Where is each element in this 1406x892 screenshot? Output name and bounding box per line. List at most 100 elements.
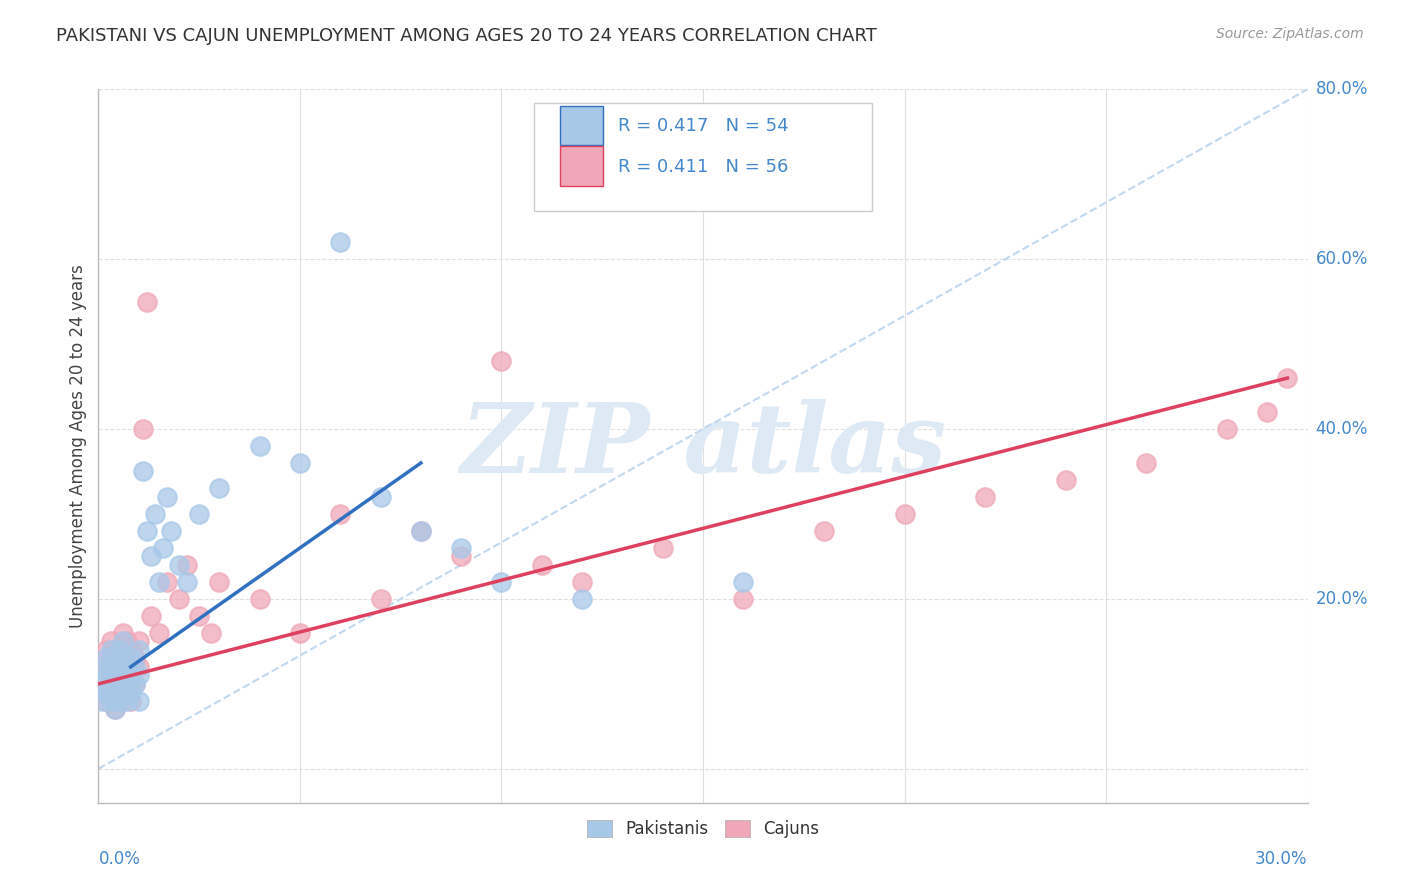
Point [100, 634, 122, 648]
Point [107, 694, 129, 708]
Point [91, 660, 114, 674]
FancyBboxPatch shape [534, 103, 872, 211]
Point [111, 651, 134, 665]
Point [135, 294, 157, 309]
Point [176, 558, 198, 572]
Point [1277, 371, 1299, 385]
Point [128, 660, 150, 674]
Point [96, 651, 118, 665]
Point [571, 574, 593, 589]
Point [329, 235, 352, 249]
Point [111, 677, 134, 691]
FancyBboxPatch shape [561, 105, 603, 145]
Point [491, 574, 513, 589]
Point [450, 549, 472, 564]
Point [128, 668, 150, 682]
Point [1054, 473, 1077, 487]
Point [200, 626, 222, 640]
Point [103, 651, 125, 665]
Point [111, 626, 134, 640]
Point [107, 677, 129, 691]
Point [128, 643, 150, 657]
Point [409, 524, 432, 538]
FancyBboxPatch shape [561, 146, 603, 186]
Point [124, 651, 146, 665]
Point [96, 668, 118, 682]
Point [893, 507, 915, 521]
Point [100, 685, 122, 699]
Point [128, 634, 150, 648]
Point [530, 558, 553, 572]
Point [409, 524, 432, 538]
Point [120, 651, 142, 665]
Point [329, 507, 352, 521]
Text: ZIP atlas: ZIP atlas [460, 399, 946, 493]
Point [249, 439, 271, 453]
Point [100, 643, 122, 657]
Point [91, 694, 114, 708]
Point [103, 685, 125, 699]
Text: 0.0%: 0.0% [98, 849, 141, 868]
Text: 60.0%: 60.0% [1316, 250, 1368, 268]
Point [571, 591, 593, 606]
Point [1256, 405, 1278, 419]
Point [100, 677, 122, 691]
Point [1135, 456, 1157, 470]
Point [148, 626, 170, 640]
Point [96, 668, 118, 682]
Point [208, 574, 231, 589]
Point [188, 507, 211, 521]
Point [124, 660, 146, 674]
Point [249, 591, 271, 606]
Point [115, 660, 138, 674]
Point [91, 660, 114, 674]
Point [120, 643, 142, 657]
Point [120, 694, 142, 708]
Point [120, 668, 142, 682]
Point [96, 643, 118, 657]
Point [176, 574, 198, 589]
Point [96, 685, 118, 699]
Point [813, 524, 835, 538]
Point [111, 651, 134, 665]
Point [160, 524, 183, 538]
Text: R = 0.411   N = 56: R = 0.411 N = 56 [619, 158, 789, 176]
Text: 80.0%: 80.0% [1316, 80, 1368, 98]
Point [156, 574, 179, 589]
Point [111, 685, 134, 699]
Point [139, 549, 162, 564]
Point [128, 694, 150, 708]
Point [733, 574, 755, 589]
Point [111, 668, 134, 682]
Point [115, 677, 138, 691]
Point [974, 490, 997, 504]
Point [148, 574, 170, 589]
Point [107, 660, 129, 674]
Legend: Pakistanis, Cajuns: Pakistanis, Cajuns [581, 813, 825, 845]
Point [115, 694, 138, 708]
Text: 30.0%: 30.0% [1256, 849, 1308, 868]
Point [120, 668, 142, 682]
Point [132, 465, 155, 479]
Point [91, 677, 114, 691]
Point [103, 677, 125, 691]
Point [124, 677, 146, 691]
Point [103, 668, 125, 682]
Point [100, 660, 122, 674]
Point [491, 354, 513, 368]
Point [103, 702, 125, 716]
Point [167, 558, 190, 572]
Point [107, 668, 129, 682]
Point [100, 694, 122, 708]
Point [111, 634, 134, 648]
Point [107, 694, 129, 708]
Point [156, 490, 179, 504]
Point [124, 677, 146, 691]
Text: 40.0%: 40.0% [1316, 420, 1368, 438]
Point [132, 422, 155, 436]
Point [1216, 422, 1239, 436]
Point [152, 541, 174, 555]
Point [167, 591, 190, 606]
Point [91, 677, 114, 691]
Y-axis label: Unemployment Among Ages 20 to 24 years: Unemployment Among Ages 20 to 24 years [69, 264, 87, 628]
